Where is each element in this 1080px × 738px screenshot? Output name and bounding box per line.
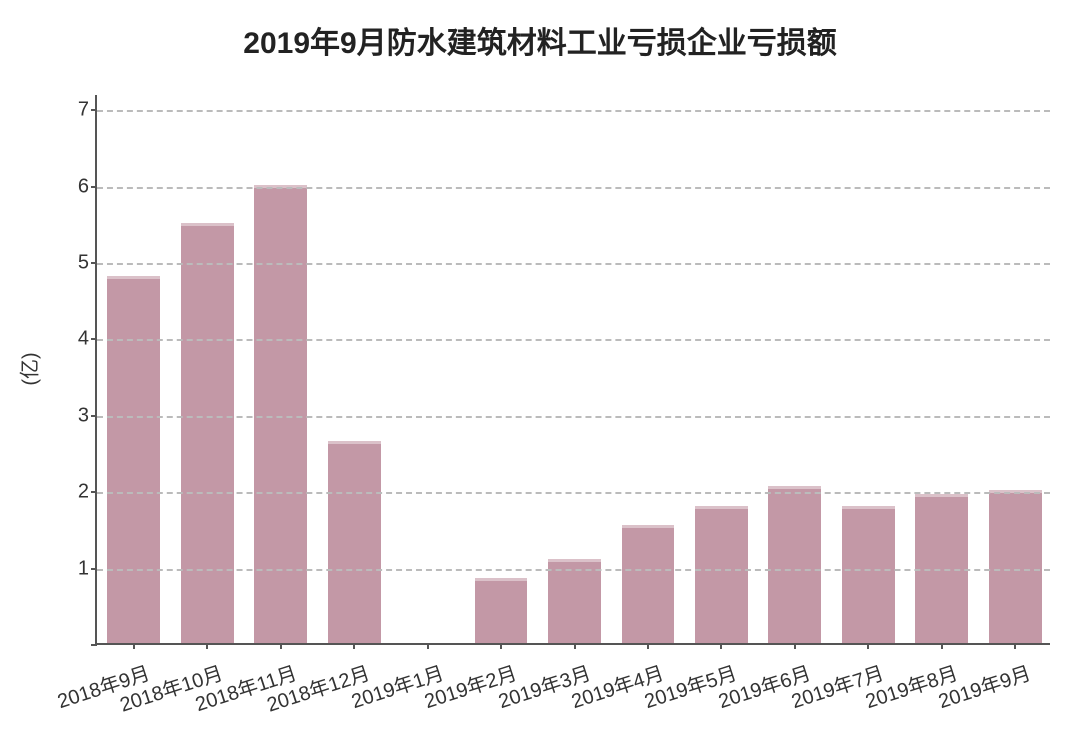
bar-cap: [328, 441, 381, 444]
y-tick-label: 7: [78, 99, 89, 122]
y-tick-label: 4: [78, 328, 89, 351]
plot-area: 12345672018年9月2018年10月2018年11月2018年12月20…: [95, 95, 1050, 645]
y-tick-mark: [91, 644, 97, 646]
chart-title: 2019年9月防水建筑材料工业亏损企业亏损额: [0, 18, 1080, 62]
bar-cap: [475, 578, 528, 581]
bar-cap: [695, 506, 748, 509]
bar: [181, 223, 234, 643]
bar: [989, 490, 1042, 643]
bar: [254, 185, 307, 643]
x-tick-mark: [574, 643, 576, 649]
x-tick-mark: [867, 643, 869, 649]
grid-line: [97, 339, 1050, 341]
bar: [107, 276, 160, 643]
grid-line: [97, 110, 1050, 112]
bar: [842, 506, 895, 644]
bar-cap: [915, 494, 968, 497]
grid-line: [97, 416, 1050, 418]
x-tick-mark: [941, 643, 943, 649]
y-tick-mark: [91, 109, 97, 111]
bar: [548, 559, 601, 643]
y-tick-label: 3: [78, 404, 89, 427]
grid-line: [97, 263, 1050, 265]
bar-cap: [768, 486, 821, 489]
y-tick-label: 2: [78, 481, 89, 504]
y-tick-mark: [91, 338, 97, 340]
chart-container: 2019年9月防水建筑材料工业亏损企业亏损额 (亿) 12345672018年9…: [0, 0, 1080, 738]
bar-cap: [107, 276, 160, 279]
bar-cap: [622, 525, 675, 528]
y-tick-label: 1: [78, 557, 89, 580]
bar: [475, 578, 528, 643]
bar-cap: [548, 559, 601, 562]
bar-cap: [181, 223, 234, 226]
bar-cap: [842, 506, 895, 509]
y-tick-mark: [91, 262, 97, 264]
y-tick-mark: [91, 491, 97, 493]
y-tick-mark: [91, 568, 97, 570]
x-tick-mark: [500, 643, 502, 649]
bars-group: [97, 95, 1050, 643]
y-axis-label: (亿): [14, 352, 43, 385]
grid-line: [97, 492, 1050, 494]
x-tick-mark: [133, 643, 135, 649]
x-tick-mark: [206, 643, 208, 649]
x-tick-mark: [280, 643, 282, 649]
x-tick-mark: [720, 643, 722, 649]
y-tick-label: 5: [78, 252, 89, 275]
y-tick-label: 6: [78, 175, 89, 198]
grid-line: [97, 569, 1050, 571]
bar: [622, 525, 675, 643]
x-tick-mark: [647, 643, 649, 649]
y-tick-mark: [91, 415, 97, 417]
x-tick-mark: [794, 643, 796, 649]
bar: [695, 506, 748, 644]
x-tick-mark: [353, 643, 355, 649]
y-tick-mark: [91, 186, 97, 188]
x-tick-mark: [1014, 643, 1016, 649]
bar: [328, 441, 381, 643]
x-tick-mark: [427, 643, 429, 649]
grid-line: [97, 187, 1050, 189]
bar: [768, 486, 821, 643]
